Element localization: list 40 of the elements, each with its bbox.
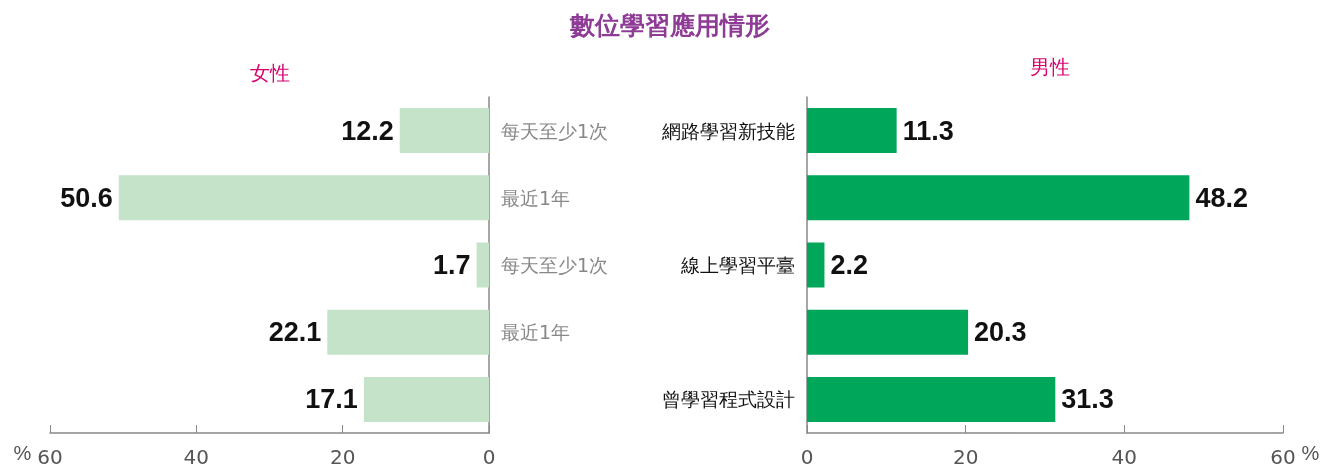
chart-subtitle: 男性 bbox=[1030, 55, 1070, 79]
y-tick-label: 每天至少1次 bbox=[501, 119, 609, 142]
y-tick-label: 最近1年 bbox=[501, 186, 571, 209]
data-label: 22.1 bbox=[268, 317, 322, 348]
bar bbox=[118, 175, 489, 221]
data-label: 31.3 bbox=[1061, 384, 1114, 415]
x-tick-label: 60 bbox=[1270, 445, 1296, 467]
data-label: 20.3 bbox=[974, 317, 1027, 348]
x-tick-label: 20 bbox=[952, 445, 979, 467]
bar bbox=[476, 242, 489, 288]
bar bbox=[363, 376, 489, 422]
x-tick-label: 60 bbox=[37, 445, 63, 467]
x-tick-label: 40 bbox=[1111, 445, 1138, 467]
bar bbox=[807, 108, 897, 154]
bar bbox=[807, 175, 1190, 221]
bar bbox=[807, 376, 1056, 422]
data-label: 50.6 bbox=[60, 182, 113, 213]
text: 數位學習應用情形 bbox=[569, 11, 770, 40]
data-label: 12.2 bbox=[341, 115, 394, 146]
chart-subtitle: 女性 bbox=[250, 61, 290, 85]
data-label: 48.2 bbox=[1195, 182, 1248, 213]
x-axis-title: % bbox=[13, 442, 32, 464]
y-tick-label: 每天至少1次 bbox=[501, 254, 609, 276]
bar bbox=[807, 242, 825, 288]
x-tick-label: 0 bbox=[800, 445, 814, 467]
data-label: 17.1 bbox=[305, 384, 358, 415]
bar bbox=[399, 108, 489, 154]
y-tick-label: 網路學習新技能 bbox=[661, 119, 795, 142]
bar bbox=[807, 309, 969, 355]
data-label: 11.3 bbox=[902, 115, 954, 146]
y-tick-label: 曾學習程式設計 bbox=[662, 388, 795, 411]
x-tick-label: 20 bbox=[329, 445, 356, 467]
data-label: 1.7 bbox=[433, 250, 471, 280]
x-axis-title: % bbox=[1301, 442, 1320, 464]
x-tick-label: 40 bbox=[183, 445, 210, 467]
x-tick-label: 0 bbox=[482, 445, 496, 467]
y-tick-label: 線上學習平臺 bbox=[680, 254, 795, 276]
bar bbox=[327, 309, 489, 355]
data-label: 2.2 bbox=[830, 250, 868, 280]
y-tick-label: 最近1年 bbox=[501, 321, 571, 344]
